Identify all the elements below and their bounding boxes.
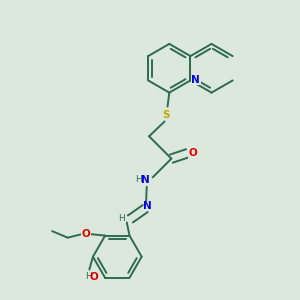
Text: H: H [135,175,142,184]
Text: N: N [191,75,200,85]
Text: O: O [188,148,197,158]
Text: N: N [143,201,152,211]
Text: O: O [90,272,98,282]
Text: H: H [118,214,125,224]
Text: H: H [85,272,92,281]
Text: O: O [82,229,91,239]
Text: N: N [141,175,150,185]
Text: S: S [163,110,170,120]
